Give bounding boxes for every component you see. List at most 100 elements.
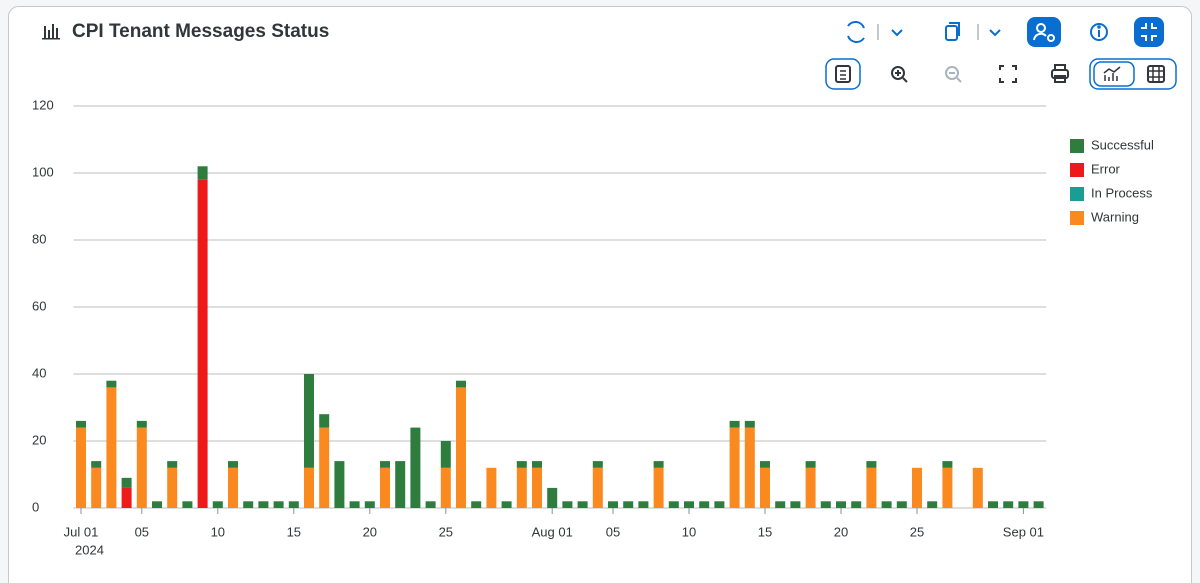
bar-segment [273,501,284,508]
y-tick-label: 60 [32,298,46,313]
bar-segment [866,467,877,508]
legend-label: Error [1091,161,1121,176]
zoom-out[interactable] [945,66,959,80]
bar-segment [121,487,132,508]
bar-segment [623,501,634,508]
x-tick-label: 25 [910,524,924,539]
legend-toggle[interactable] [825,58,861,90]
x-tick-label: 05 [606,524,620,539]
y-tick-label: 120 [32,97,54,112]
bar-segment [1033,501,1044,508]
chart-toolbar[interactable] [825,58,1177,90]
bar-segment [532,461,542,468]
bar-segment [836,501,846,508]
refresh-menu[interactable] [891,29,903,37]
bar-segment [106,380,117,388]
bar-segment [1018,501,1029,508]
table-view[interactable] [1147,65,1165,83]
legend-swatch [1070,187,1084,201]
bar-segment [729,427,740,508]
x-tick-label: 20 [363,524,377,539]
chart-title: CPI Tenant Messages Status [72,21,329,42]
bar-segment [592,467,603,508]
bar-segment [972,467,983,508]
bar-segment [304,467,314,508]
bar-segment [881,501,892,508]
bar-segment [456,380,466,388]
y-tick-label: 0 [32,499,39,514]
bar-segment [471,501,482,508]
header-toolbar[interactable] [847,17,1164,47]
copy-menu[interactable] [989,29,1001,37]
x-year-label: 2024 [75,542,104,557]
bar-segment [334,461,345,508]
bar-segment [729,420,740,428]
bar-segment [243,501,254,508]
bar-segment [927,501,938,508]
collapse-button[interactable] [1134,17,1164,47]
y-tick-label: 40 [32,365,46,380]
bar-segment [456,387,466,508]
chart-view[interactable] [1093,61,1135,87]
bar-segment [440,467,451,508]
x-tick-label: 05 [135,524,149,539]
bar-segment [851,501,862,508]
bar-segment [91,467,102,508]
x-tick-label: 10 [682,524,696,539]
bar-segment [228,467,238,508]
bar-segment [608,501,618,508]
bar-segment [106,387,117,508]
x-tick-label: Jul 01 [64,524,99,539]
fullscreen[interactable] [999,65,1017,83]
bar-segment [349,501,360,508]
bar-segment [380,467,390,508]
bar-segment [744,420,755,428]
bar-segment [684,501,694,508]
x-tick-label: 15 [758,524,772,539]
bar-segment [592,461,603,468]
x-tick-label: 15 [287,524,301,539]
bar-segment [942,461,953,468]
legend-label: Warning [1091,209,1139,224]
bar-segment [440,441,451,468]
x-tick-label: Sep 01 [1003,524,1044,539]
bar-segment [395,461,406,508]
y-tick-label: 20 [32,432,46,447]
bar-segment [167,467,178,508]
bar-segment [790,501,801,508]
bar-segment [197,179,208,508]
bar-segment [912,467,922,508]
legend-label: In Process [1091,185,1153,200]
bar-segment [425,501,436,508]
bar-segment [516,467,527,508]
bar-segment [988,501,998,508]
bar-segment [547,487,558,508]
bar-segment [942,467,953,508]
x-tick-label: Aug 01 [532,524,573,539]
zoom-in[interactable] [891,66,905,80]
bar-segment [182,501,193,508]
info-button[interactable] [1090,23,1108,41]
bar-segment [136,420,147,428]
bar-segment [653,461,664,468]
bar-segment [562,501,573,508]
bar-segment [760,467,770,508]
refresh-button[interactable] [847,21,865,43]
legend-swatch [1070,163,1084,177]
bar-segment [91,461,102,468]
bar-segment [805,467,816,508]
bar-segment [319,427,330,508]
bar-segment [760,461,770,468]
copy-button[interactable] [945,25,958,41]
bar-segment [866,461,877,468]
x-tick-label: 10 [211,524,225,539]
bar-segment [1003,501,1014,508]
bar-segment [775,501,786,508]
bar-segment [258,501,269,508]
bar-segment [516,461,527,468]
legend-label: Successful [1091,137,1154,152]
bar-segment [136,427,147,508]
bar-segment [896,501,907,508]
